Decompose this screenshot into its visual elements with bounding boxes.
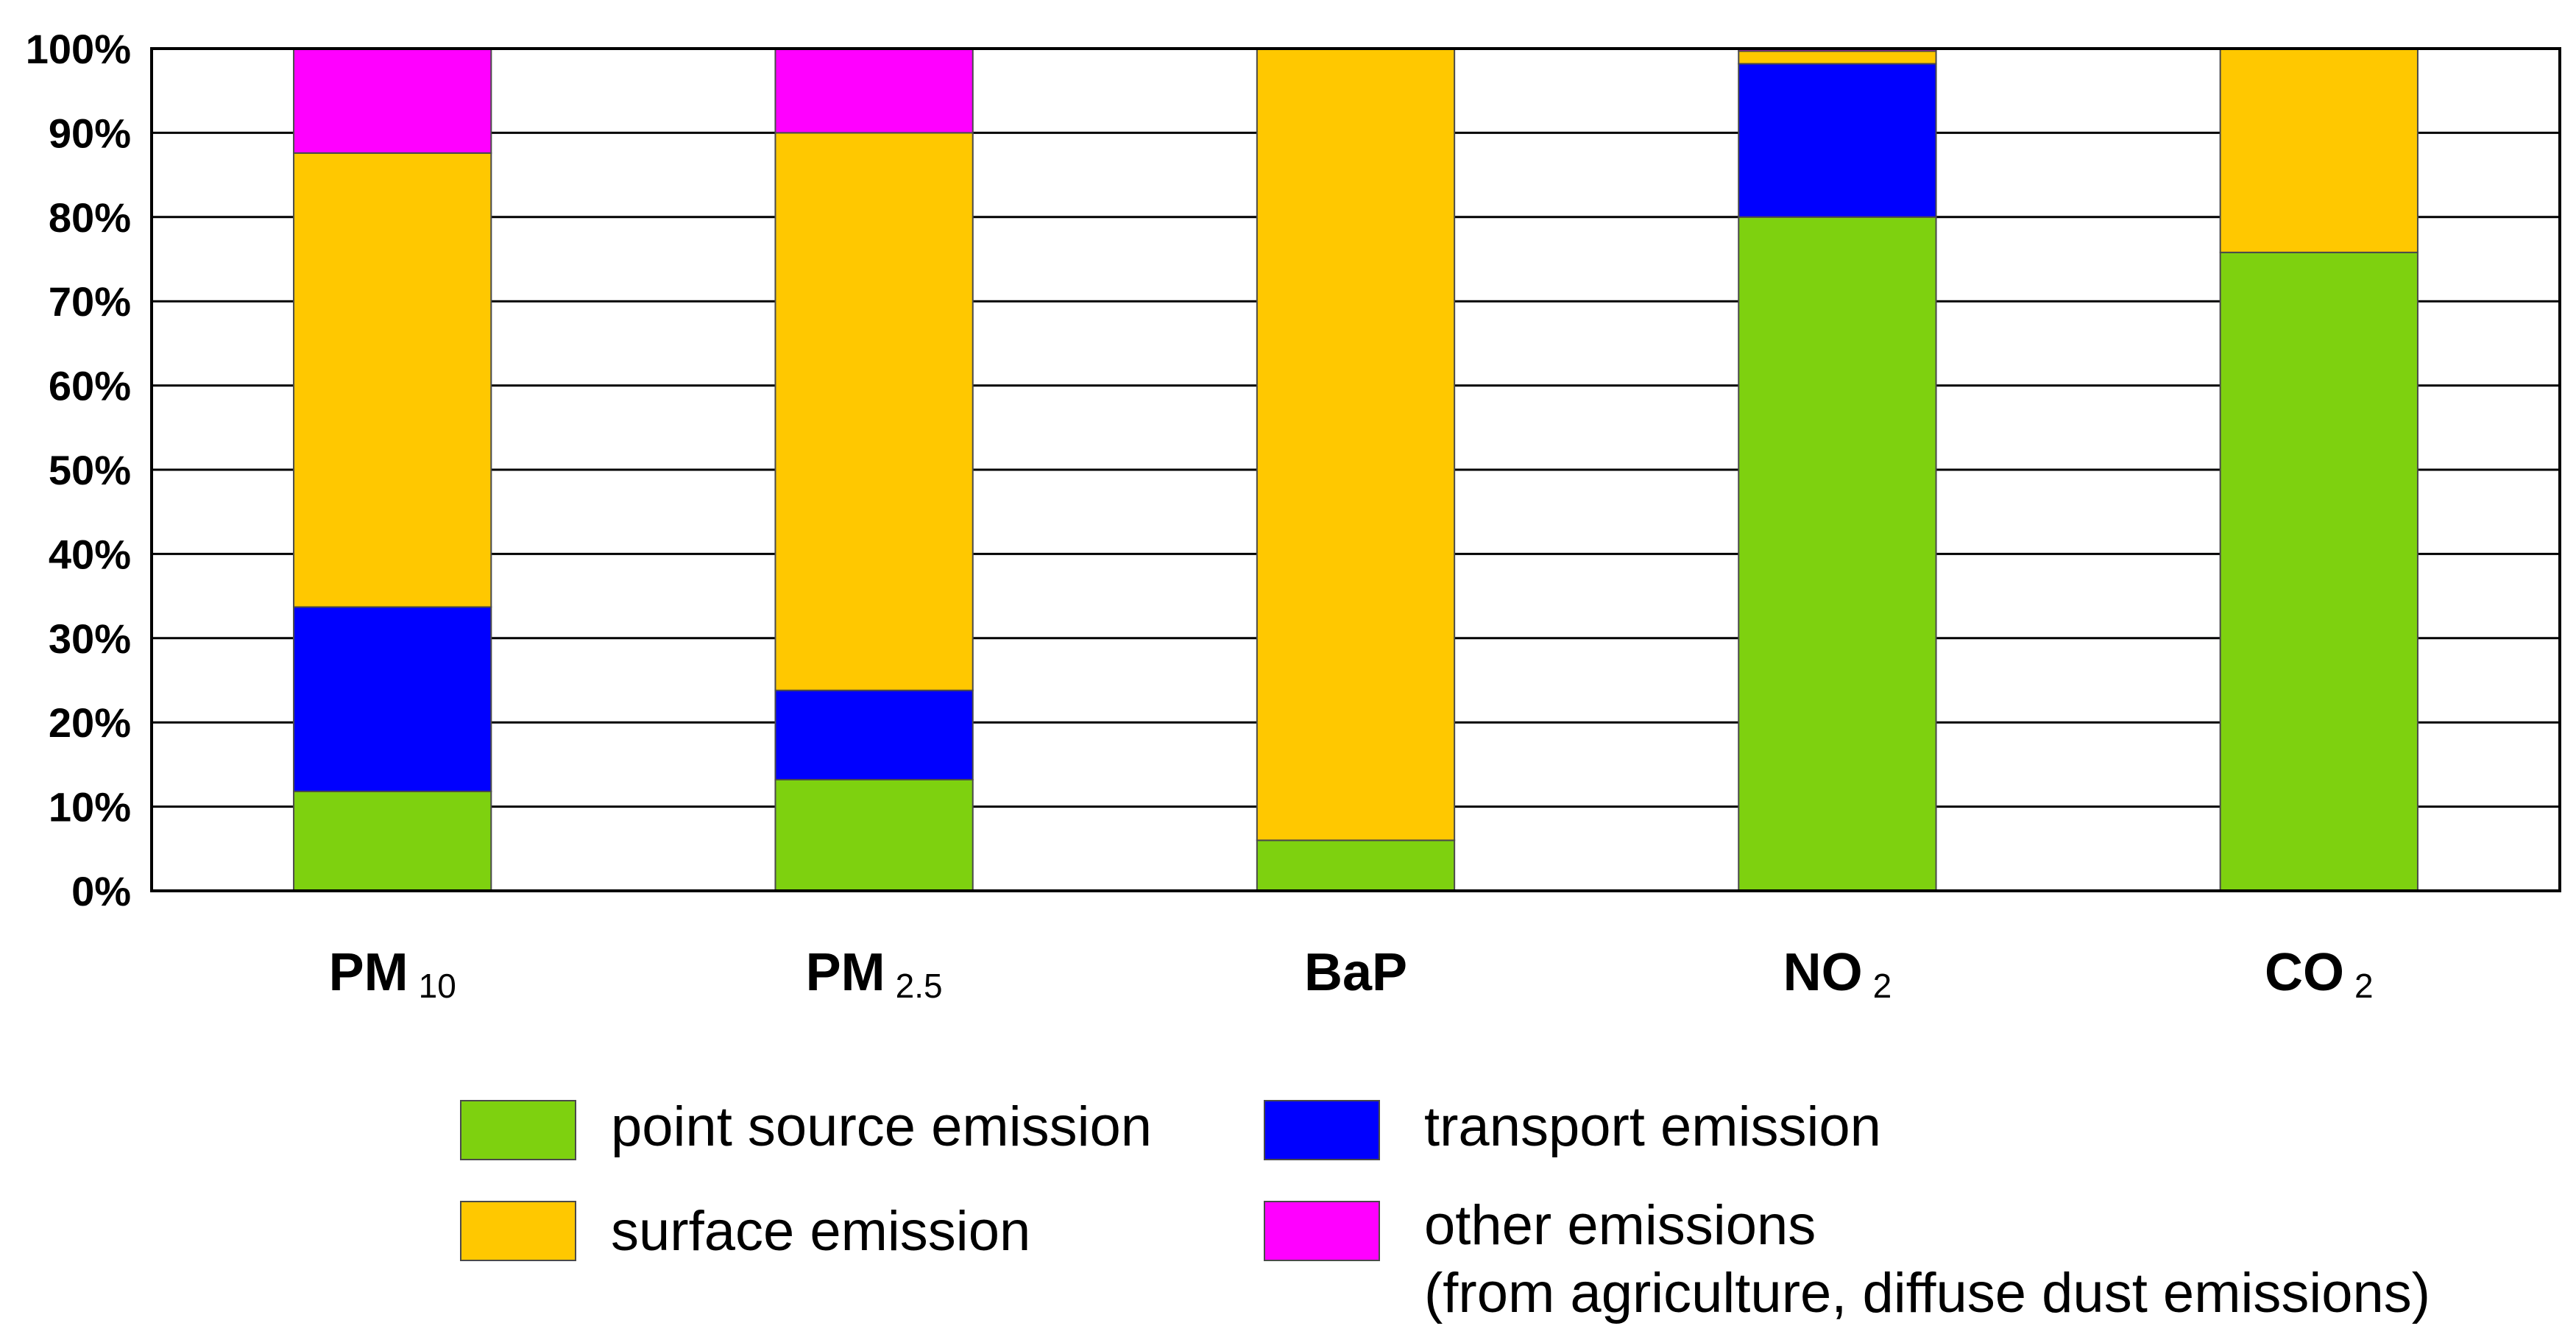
bar-segment-surface-bap [1256, 48, 1456, 842]
plot-frame [150, 47, 2561, 892]
legend-label: surface emission [611, 1200, 1030, 1263]
y-tick-label: 80% [49, 194, 131, 241]
x-category-label: CO 2 [2265, 943, 2374, 1005]
x-category-main: CO [2265, 943, 2344, 1002]
x-category-subscript: 2.5 [896, 967, 943, 1005]
bar-segment-transport-no2 [1738, 63, 1937, 218]
x-category-main: PM [329, 943, 408, 1002]
y-tick-label: 90% [49, 110, 131, 156]
legend-swatch [1264, 1201, 1380, 1261]
y-tick-label: 100% [26, 26, 131, 72]
x-category-main: PM [806, 943, 885, 1002]
bar-segment-other-pm10 [293, 48, 492, 154]
y-tick-label: 60% [49, 363, 131, 409]
bar-segment-surface-pm10 [293, 152, 492, 608]
legend-label: point source emission [611, 1096, 1152, 1158]
y-tick-label: 50% [49, 447, 131, 493]
plot-border [150, 47, 2561, 892]
x-category-subscript: 2 [1873, 967, 1892, 1005]
y-axis: 0% 10% 20% 30% 40% 50% 60% 70% 80% 90% 100% [26, 26, 131, 914]
legend-swatch [1264, 1100, 1380, 1160]
bar-segment-surface-co2 [2219, 48, 2418, 253]
x-category-main: BaP [1304, 943, 1407, 1002]
legend: point source emission transport emission s… [460, 1096, 2430, 1324]
bar-segment-point-pm10 [293, 791, 492, 892]
bar-segment-transport-pm10 [293, 606, 492, 793]
bar-segment-point-bap [1256, 839, 1456, 892]
bars [293, 48, 2418, 892]
x-category-main: NO [1783, 943, 1863, 1002]
bar-segment-surface-pm25 [774, 132, 974, 691]
y-tick-label: 0% [71, 868, 131, 914]
y-tick-label: 30% [49, 615, 131, 662]
y-tick-label: 10% [49, 784, 131, 830]
legend-label: other emissions [1424, 1194, 1816, 1257]
x-category-label: PM 10 [329, 943, 456, 1005]
bar-segment-point-no2 [1738, 216, 1937, 892]
x-category-label: PM 2.5 [806, 943, 943, 1005]
legend-label: (from agriculture, diffuse dust emission… [1424, 1262, 2430, 1324]
legend-swatch [460, 1100, 576, 1160]
x-axis: PM 10 PM 2.5 BaP NO 2 CO 2 [329, 943, 2374, 1005]
y-tick-label: 40% [49, 531, 131, 577]
bar-segment-surface-no2 [1738, 50, 1937, 65]
legend-label: transport emission [1424, 1096, 1881, 1158]
bar-segment-other-pm25 [774, 48, 974, 134]
y-tick-label: 20% [49, 699, 131, 746]
x-category-label: BaP [1304, 943, 1407, 1002]
y-tick-label: 70% [49, 278, 131, 325]
legend-swatch [460, 1201, 576, 1261]
bar-segment-point-co2 [2219, 251, 2418, 892]
bar-segment-point-pm25 [774, 778, 974, 892]
x-category-subscript: 2 [2354, 967, 2374, 1005]
bar-segment-transport-pm25 [774, 689, 974, 780]
x-category-label: NO 2 [1783, 943, 1892, 1005]
x-category-subscript: 10 [419, 967, 456, 1005]
